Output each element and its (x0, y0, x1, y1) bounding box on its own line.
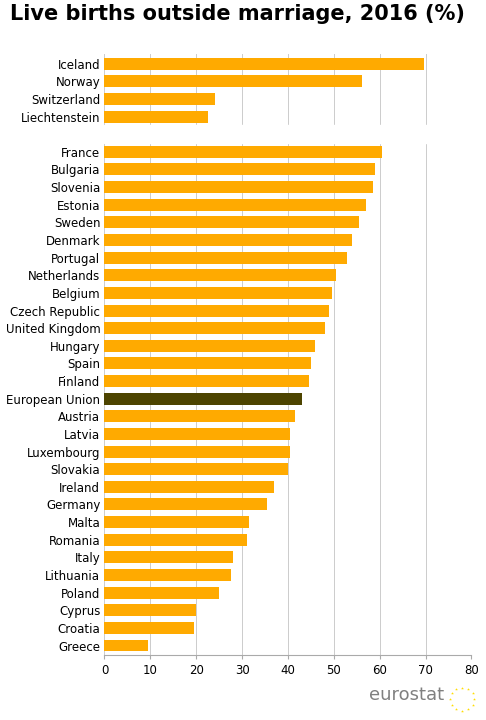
Bar (104, 569, 231, 581)
Bar (104, 76, 362, 87)
Bar (104, 125, 471, 143)
Bar (104, 111, 208, 122)
Bar (104, 234, 352, 246)
Bar (104, 604, 196, 616)
Bar (104, 305, 329, 317)
Bar (104, 93, 215, 105)
Bar (104, 251, 347, 264)
Bar (104, 217, 359, 228)
Bar (104, 463, 288, 475)
Bar (104, 446, 290, 458)
Bar (104, 287, 331, 299)
Bar (104, 534, 247, 546)
Bar (104, 587, 219, 598)
Bar (104, 269, 336, 282)
Bar (104, 392, 302, 405)
Bar (104, 481, 274, 492)
Bar (104, 552, 233, 563)
Bar (104, 622, 194, 634)
Bar (104, 498, 267, 510)
Bar (104, 340, 315, 352)
Bar (104, 357, 311, 369)
Bar (104, 410, 295, 423)
Bar (104, 516, 249, 528)
Bar (104, 163, 375, 176)
Bar (104, 58, 424, 70)
Bar (104, 639, 148, 652)
Text: eurostat: eurostat (369, 686, 445, 704)
Bar (104, 146, 382, 158)
Text: Live births outside marriage, 2016 (%): Live births outside marriage, 2016 (%) (10, 4, 465, 24)
Bar (104, 181, 373, 193)
Bar (104, 375, 309, 387)
Bar (104, 428, 290, 440)
Bar (104, 199, 366, 211)
Bar (104, 322, 325, 334)
